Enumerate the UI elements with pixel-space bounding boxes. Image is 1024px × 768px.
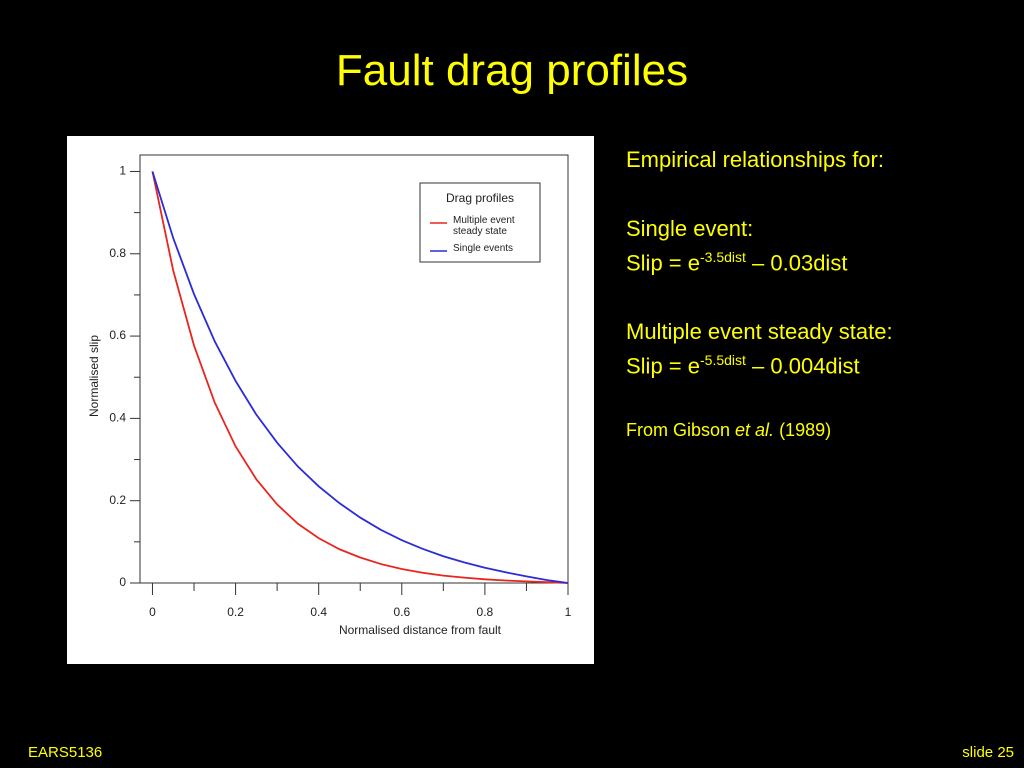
legend: Drag profiles Multiple event steady state… — [419, 182, 541, 263]
x-tick-label: 1 — [565, 605, 572, 619]
legend-entry-box: Multiple event steady state — [453, 215, 515, 237]
y-tick-label: 0.8 — [109, 246, 126, 260]
citation-text: (1989) — [774, 420, 832, 440]
x-tick-label: 0.4 — [310, 605, 327, 619]
legend-entry: Single events — [453, 243, 514, 254]
chart-panel: Normalised distance from fault Normalise… — [67, 136, 594, 664]
multiple-formula: Slip = e-5.5dist – 0.004dist — [626, 352, 860, 379]
y-tick-label: 0.2 — [109, 493, 126, 507]
chart: Normalised distance from fault Normalise… — [67, 136, 594, 664]
y-tick-label: 0.6 — [109, 328, 126, 342]
series-line — [151, 171, 569, 584]
formula-exponent: -5.5dist — [700, 352, 746, 368]
formula-exponent: -3.5dist — [700, 249, 746, 265]
legend-title: Drag profiles — [446, 191, 514, 205]
multiple-label: Multiple event steady state: — [626, 319, 893, 344]
citation-text: From Gibson — [626, 420, 736, 440]
notes-heading: Empirical relationships for: — [626, 147, 884, 172]
y-axis-label: Normalised slip — [87, 335, 101, 417]
x-tick-label: 0.2 — [227, 605, 244, 619]
plot-frame — [139, 154, 569, 584]
legend-entry: Multiple event steady state — [453, 215, 515, 237]
x-tick-label: 0.8 — [477, 605, 494, 619]
single-formula: Slip = e-3.5dist – 0.03dist — [626, 249, 847, 276]
series-line — [151, 171, 569, 584]
footer-slide-number: slide 25 — [962, 744, 1014, 761]
y-tick-label: 1 — [119, 164, 126, 178]
x-tick-label: 0 — [149, 605, 156, 619]
formula-base: Slip = e — [626, 353, 700, 379]
x-axis-label: Normalised distance from fault — [339, 623, 502, 637]
y-tick-label: 0 — [119, 575, 126, 589]
x-tick-label: 0.6 — [393, 605, 410, 619]
footer-course: EARS5136 — [28, 744, 103, 761]
y-tick-label: 0.4 — [109, 411, 126, 425]
citation-italic: et al. — [735, 420, 775, 440]
formula-rest: – 0.03dist — [745, 250, 848, 276]
legend-entry-box: Single events — [453, 243, 514, 254]
slide-title: Fault drag profiles — [335, 46, 689, 95]
single-label: Single event: — [626, 216, 754, 241]
citation: From Gibson et al. (1989) — [626, 420, 831, 441]
formula-base: Slip = e — [626, 250, 700, 276]
formula-rest: – 0.004dist — [745, 353, 860, 379]
